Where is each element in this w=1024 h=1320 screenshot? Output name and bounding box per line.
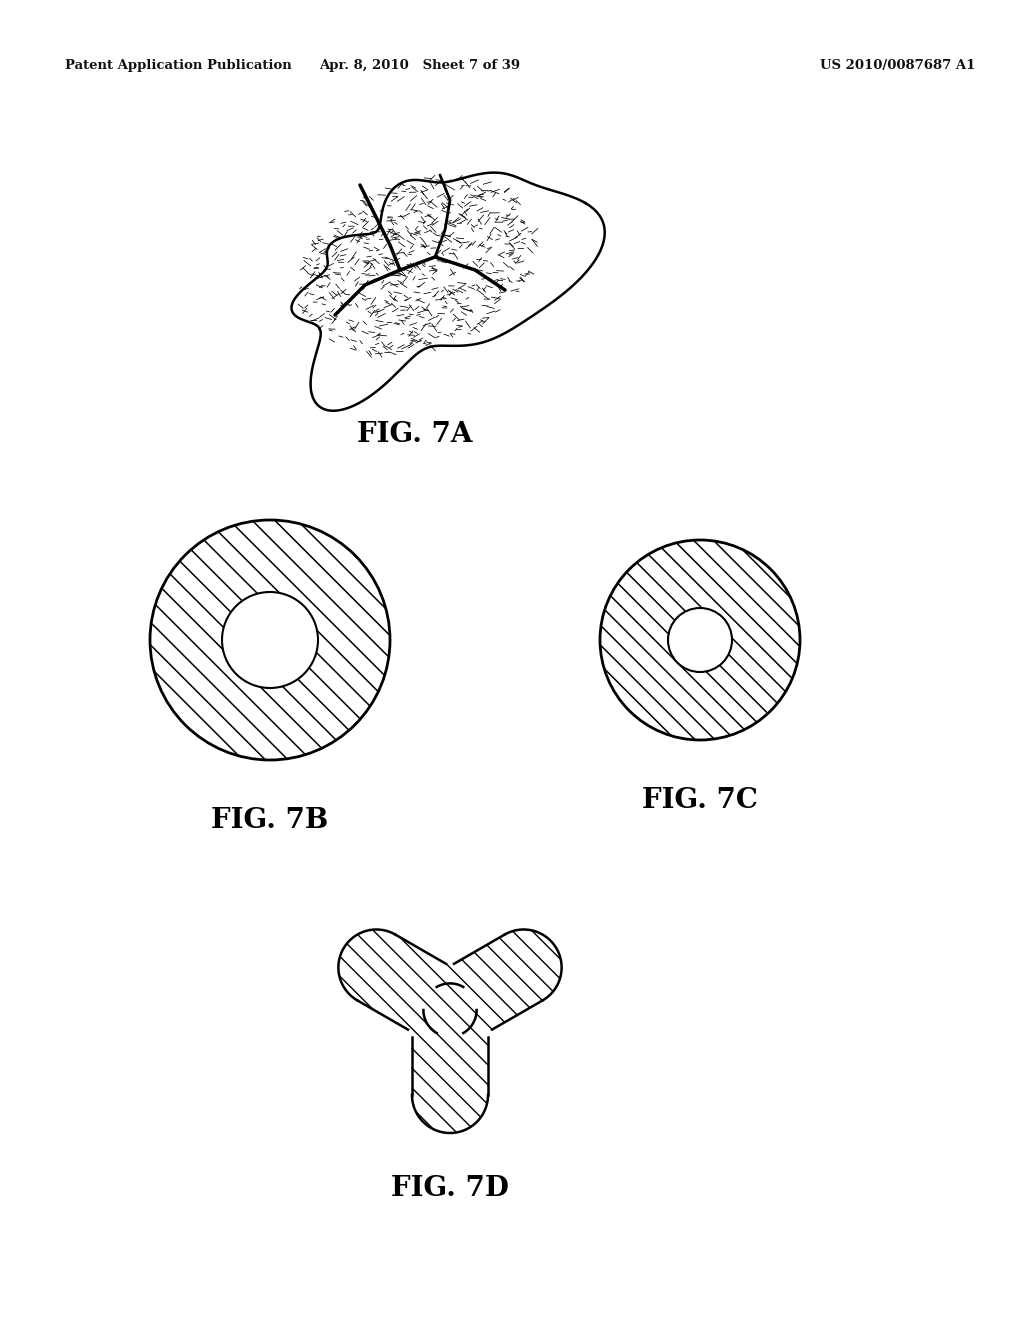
Polygon shape <box>412 929 561 1048</box>
Circle shape <box>600 540 800 741</box>
Polygon shape <box>292 173 605 411</box>
Circle shape <box>150 520 390 760</box>
Text: US 2010/0087687 A1: US 2010/0087687 A1 <box>820 58 976 71</box>
Text: FIG. 7A: FIG. 7A <box>357 421 473 449</box>
Text: Apr. 8, 2010   Sheet 7 of 39: Apr. 8, 2010 Sheet 7 of 39 <box>319 58 520 71</box>
Text: FIG. 7B: FIG. 7B <box>211 807 329 833</box>
Circle shape <box>222 591 318 688</box>
Text: FIG. 7C: FIG. 7C <box>642 787 758 813</box>
Polygon shape <box>412 972 488 1133</box>
Circle shape <box>668 609 732 672</box>
Circle shape <box>423 983 476 1036</box>
Polygon shape <box>338 929 488 1048</box>
Text: FIG. 7D: FIG. 7D <box>391 1175 509 1201</box>
Text: Patent Application Publication: Patent Application Publication <box>65 58 292 71</box>
